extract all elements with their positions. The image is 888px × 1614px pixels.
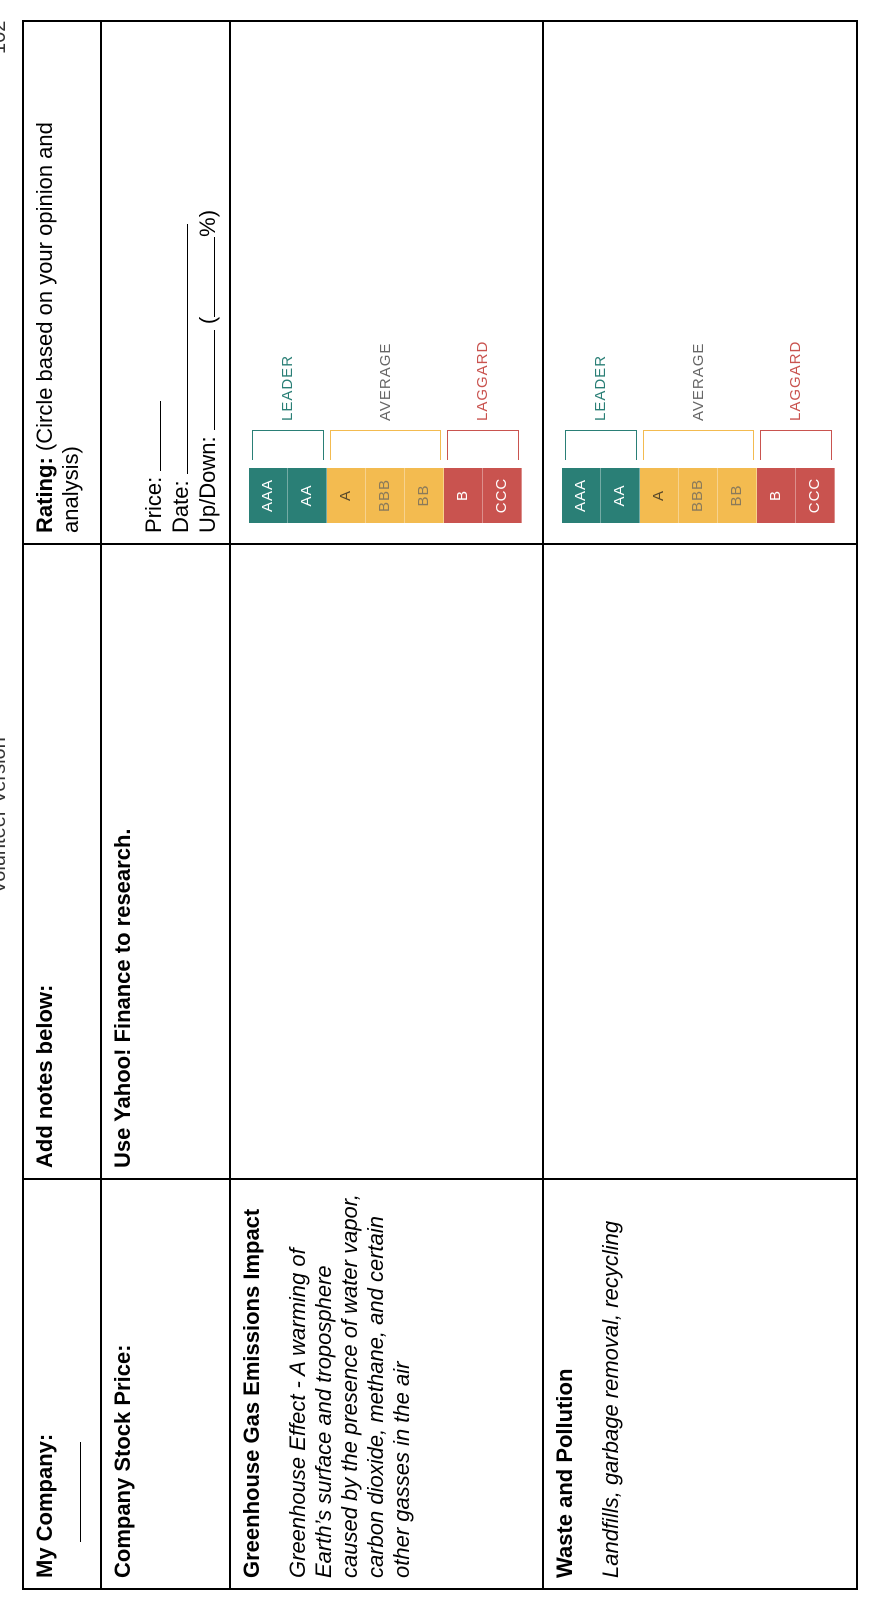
description: Greenhouse Effect - A warming of Earth’s… bbox=[285, 1193, 414, 1578]
grade-cell: BB bbox=[405, 468, 444, 523]
group-bracket bbox=[330, 430, 441, 460]
group-bracket bbox=[447, 430, 519, 460]
grade-cell: BB bbox=[718, 468, 757, 523]
cell: AAA AA A BBB BB B CCC LEADER AVERAGE LAGGARD bbox=[230, 21, 543, 544]
page-number: 102 bbox=[0, 20, 10, 54]
grade-cell: B bbox=[444, 468, 483, 523]
cell: Company Stock Price: bbox=[101, 1179, 230, 1589]
topic: My Company: bbox=[32, 1433, 57, 1578]
worksheet-table: My Company: Add notes below: Rating: (Ci… bbox=[22, 20, 858, 1590]
grade-cell: AA bbox=[288, 468, 327, 523]
grade-cell: A bbox=[640, 468, 679, 523]
grade-cell: BBB bbox=[366, 468, 405, 523]
cell bbox=[230, 544, 543, 1179]
group-label: LEADER bbox=[279, 354, 296, 421]
rating-scale: AAA AA A BBB BB B CCC LEADER AVERAGE LAGGARD bbox=[562, 340, 842, 523]
group-bracket bbox=[643, 430, 754, 460]
notes: Add notes below: bbox=[32, 984, 57, 1168]
grade-cell: CCC bbox=[483, 468, 522, 523]
cell: Rating: (Circle based on your opinion an… bbox=[23, 21, 101, 544]
grade-cell: AAA bbox=[249, 468, 288, 523]
cell: Greenhouse Gas Emissions Impact Greenhou… bbox=[230, 1179, 543, 1589]
grade-cell: CCC bbox=[796, 468, 835, 523]
topic: Waste and Pollution bbox=[552, 1368, 577, 1578]
topic: Greenhouse Gas Emissions Impact bbox=[239, 1208, 264, 1578]
cell: Price: Date: Up/Down: (%) bbox=[101, 21, 230, 544]
grade-cell: AAA bbox=[562, 468, 601, 523]
price-label: Price: bbox=[141, 476, 166, 533]
grade-cell: BBB bbox=[679, 468, 718, 523]
notes: Use Yahoo! Finance to research. bbox=[110, 828, 135, 1169]
cell: My Company: bbox=[23, 1179, 101, 1589]
cell: AAA AA A BBB BB B CCC LEADER AVERAGE LAGGARD bbox=[543, 21, 857, 544]
rating-label: Rating: bbox=[32, 457, 57, 533]
description: Landfills, garbage removal, recycling bbox=[598, 1220, 623, 1578]
pct-close: %) bbox=[195, 209, 220, 237]
group-bracket bbox=[760, 430, 832, 460]
group-label: AVERAGE bbox=[376, 342, 394, 421]
header-title: Volunteer Version bbox=[0, 737, 10, 894]
rating-scale: AAA AA A BBB BB B CCC LEADER AVERAGE LAGGARD bbox=[249, 340, 529, 523]
cell: Use Yahoo! Finance to research. bbox=[101, 544, 230, 1179]
pct-open: ( bbox=[195, 316, 220, 325]
topic: Company Stock Price: bbox=[110, 1344, 135, 1578]
date-label: Date: bbox=[168, 480, 193, 533]
group-label: LAGGARD bbox=[474, 340, 491, 421]
group-bracket bbox=[252, 430, 324, 460]
cell: Add notes below: bbox=[23, 544, 101, 1179]
grade-cell: AA bbox=[601, 468, 640, 523]
group-label: AVERAGE bbox=[689, 342, 707, 421]
cell: Waste and Pollution Landfills, garbage r… bbox=[543, 1179, 857, 1589]
grade-cell: A bbox=[327, 468, 366, 523]
group-label: LEADER bbox=[592, 354, 609, 421]
blank-line bbox=[80, 1442, 81, 1542]
group-bracket bbox=[565, 430, 637, 460]
cell bbox=[543, 544, 857, 1179]
grade-cell: B bbox=[757, 468, 796, 523]
change-label: Up/Down: bbox=[195, 436, 220, 533]
group-label: LAGGARD bbox=[787, 340, 804, 421]
